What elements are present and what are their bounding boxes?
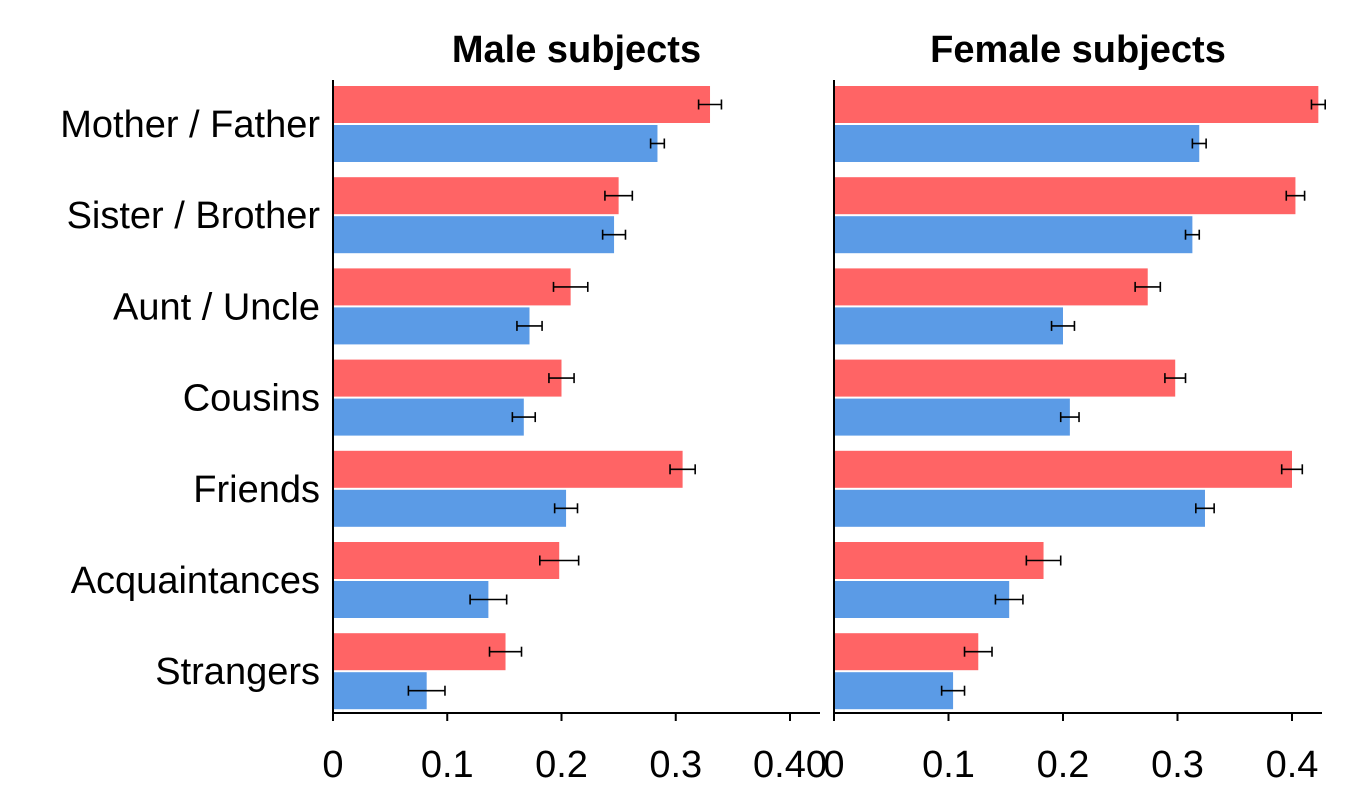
category-label: Mother / Father [60, 104, 320, 146]
bar-blue [834, 581, 1010, 618]
bar-red [333, 177, 619, 215]
bar-blue [333, 489, 567, 527]
bar-red [834, 86, 1319, 123]
bar-blue [333, 216, 615, 254]
x-tick-label: 0 [823, 744, 844, 786]
category-label: Aunt / Uncle [113, 286, 320, 328]
chart-title: Female subjects [930, 29, 1226, 71]
x-tick-label: 0.1 [421, 744, 474, 786]
bar-red [834, 542, 1044, 579]
bar-blue [333, 581, 489, 618]
bar-red [333, 450, 683, 488]
bar-blue [333, 398, 524, 436]
x-tick-label: 0.2 [1037, 744, 1090, 786]
x-tick-label: 0.3 [1151, 744, 1204, 786]
bar-red [333, 633, 506, 671]
bar-blue [834, 398, 1070, 436]
bar-blue [834, 489, 1205, 527]
bar-red [333, 359, 562, 397]
bar-blue [333, 307, 530, 345]
category-label: Sister / Brother [67, 195, 321, 237]
bar-blue [333, 125, 658, 162]
bar-red [834, 450, 1292, 488]
category-label: Friends [193, 469, 320, 511]
bar-red [333, 542, 560, 579]
x-tick-label: 0.40 [753, 744, 827, 786]
bar-blue [834, 125, 1200, 162]
bar-red [834, 633, 979, 671]
category-label: Cousins [183, 378, 320, 420]
x-tick-label: 0.4 [1266, 744, 1319, 786]
bar-red [834, 268, 1148, 306]
bar-red [333, 268, 571, 306]
x-tick-label: 0.3 [649, 744, 702, 786]
bar-red [834, 177, 1296, 215]
category-label: Strangers [155, 651, 320, 693]
chart-panel-male: Male subjects Mother / Father Sister / Bro… [60, 29, 827, 786]
chart-panel-female: Female subjects 0 0.1 0.2 0.3 0.4 [823, 29, 1327, 786]
category-label: Acquaintances [71, 560, 320, 602]
bar-red [834, 359, 1176, 397]
bar-blue [834, 307, 1063, 345]
x-tick-label: 0.2 [535, 744, 588, 786]
x-tick-label: 0 [322, 744, 343, 786]
chart-title: Male subjects [452, 29, 701, 71]
bar-red [333, 86, 711, 123]
bar-blue [834, 672, 954, 710]
bar-blue [834, 216, 1193, 254]
x-tick-label: 0.1 [922, 744, 975, 786]
